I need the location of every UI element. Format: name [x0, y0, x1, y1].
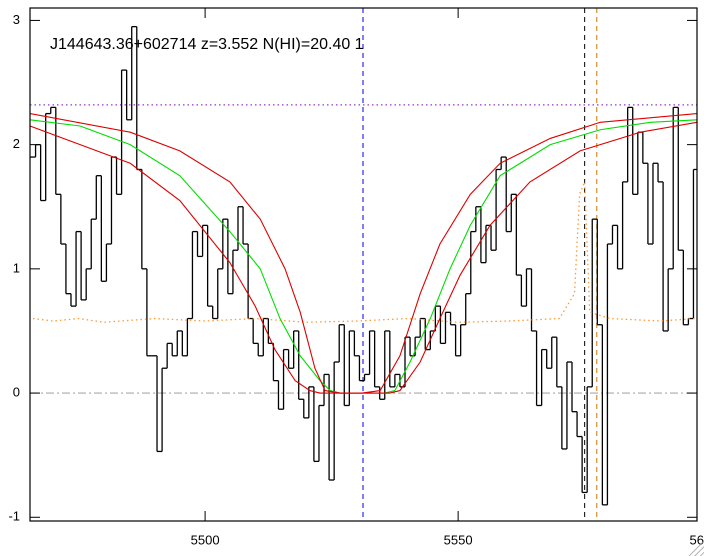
error-line [32, 181, 697, 323]
resize-grip[interactable] [688, 540, 704, 556]
chart-title: J144643.36+602714 z=3.552 N(HI)=20.40 1 [50, 36, 364, 53]
y-tick-label: 3 [13, 12, 20, 27]
y-tick-label: -1 [8, 509, 20, 524]
y-tick-label: 2 [13, 136, 20, 151]
plot-frame [29, 7, 698, 522]
y-tick-label: 0 [13, 384, 20, 399]
x-tick-label: 5550 [444, 532, 473, 547]
fit-line [30, 121, 697, 394]
x-tick-label: 5500 [191, 532, 220, 547]
y-tick-label: 1 [13, 260, 20, 275]
plot-area [30, 8, 697, 521]
